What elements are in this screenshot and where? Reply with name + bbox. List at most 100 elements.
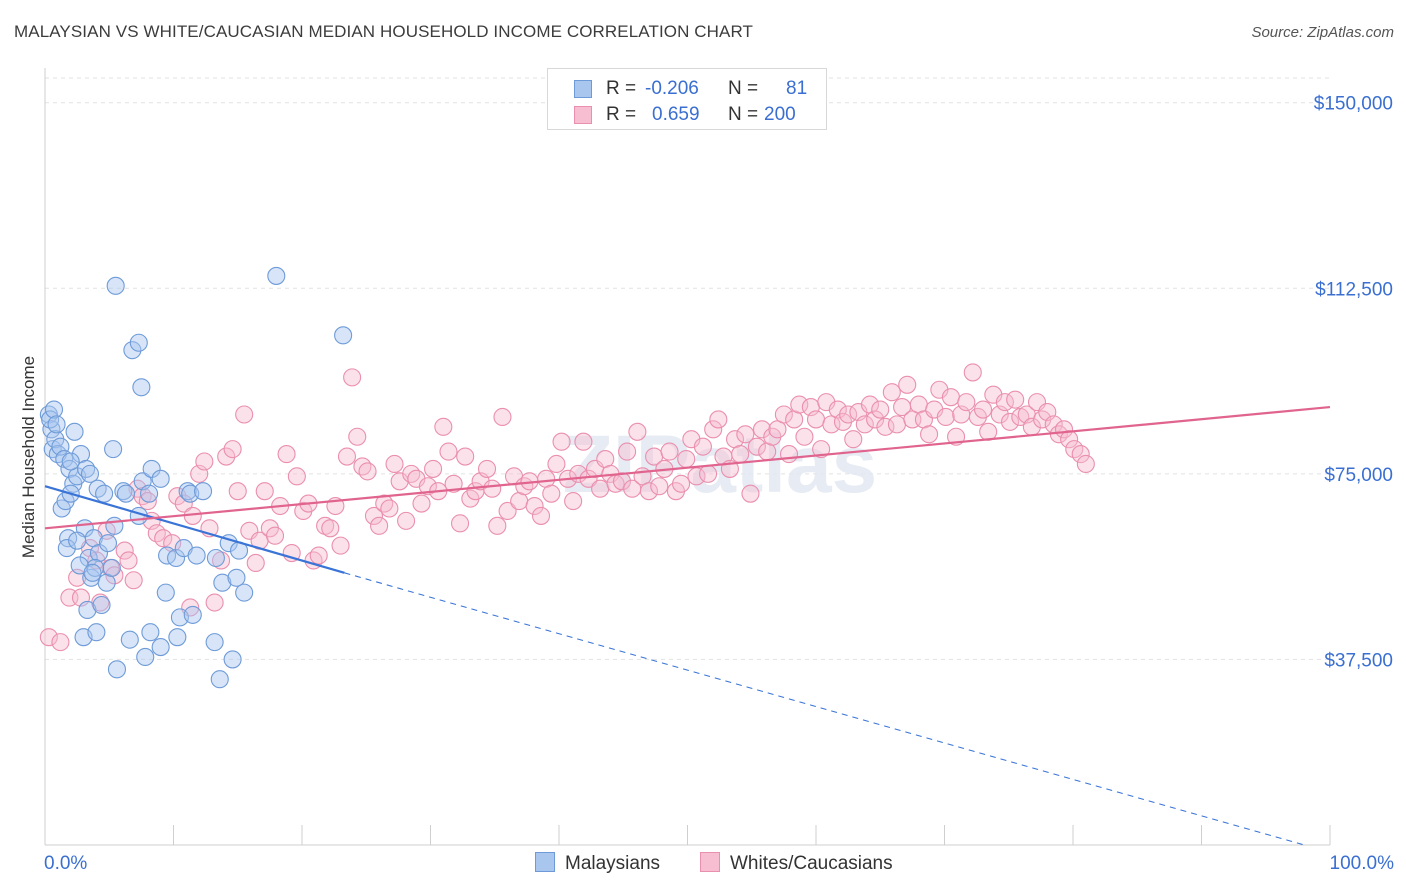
- chart-title: MALAYSIAN VS WHITE/CAUCASIAN MEDIAN HOUS…: [14, 22, 754, 41]
- malaysian-point: [223, 650, 242, 669]
- white-caucasian-point: [287, 467, 306, 486]
- white-caucasian-point: [547, 454, 566, 474]
- y-tick-label: $37,500: [1324, 650, 1393, 671]
- malaysian-point: [235, 583, 254, 602]
- y-tick-label: $75,000: [1324, 465, 1393, 486]
- legend-r-label: R =: [606, 78, 637, 99]
- white-caucasian-point: [375, 494, 394, 513]
- white-caucasian-point: [618, 442, 637, 461]
- malaysians-trend-extension: [344, 572, 1305, 846]
- malaysian-point: [120, 630, 139, 649]
- white-caucasian-point: [963, 363, 982, 382]
- malaysian-point: [334, 326, 353, 345]
- legend-swatch-pink: [574, 106, 592, 124]
- white-caucasian-point: [591, 479, 610, 498]
- white-caucasian-point: [119, 551, 138, 570]
- white-caucasian-point: [331, 536, 350, 555]
- correlation-legend: R = -0.206 N = 81 R = 0.659 N = 200: [547, 68, 827, 130]
- white-caucasian-point: [752, 420, 772, 439]
- malaysian-point: [168, 628, 187, 647]
- white-caucasian-point: [871, 400, 890, 419]
- white-caucasian-point: [493, 407, 512, 427]
- white-caucasian-point: [424, 459, 443, 478]
- malaysian-point: [183, 605, 202, 624]
- malaysian-point: [194, 482, 213, 501]
- white-caucasian-point: [321, 519, 340, 538]
- white-caucasian-point: [418, 477, 437, 496]
- white-caucasian-point: [650, 477, 669, 496]
- legend-n-value: 200: [764, 104, 796, 125]
- malaysian-point: [114, 482, 133, 501]
- white-caucasian-point: [483, 479, 502, 498]
- white-caucasian-point: [774, 405, 793, 424]
- malaysian-point: [57, 539, 76, 558]
- white-caucasian-point: [105, 566, 124, 585]
- malaysian-point: [116, 484, 136, 503]
- whites-caucasians-points: [39, 363, 1095, 652]
- malaysian-point: [187, 546, 206, 565]
- white-caucasian-point: [124, 571, 143, 590]
- white-caucasian-point: [709, 410, 728, 429]
- malaysian-point: [61, 452, 80, 471]
- legend-n-label: N =: [728, 104, 759, 125]
- legend-n-value: 81: [786, 78, 808, 99]
- white-caucasian-point: [370, 516, 389, 535]
- white-caucasian-point: [138, 492, 157, 511]
- malaysian-point: [83, 563, 102, 582]
- white-caucasian-point: [348, 427, 367, 446]
- white-caucasian-point: [444, 474, 463, 493]
- legend-r-value: 0.659: [652, 104, 700, 125]
- white-caucasian-point: [542, 484, 561, 503]
- white-caucasian-point: [343, 368, 362, 387]
- malaysian-point: [98, 534, 118, 553]
- white-caucasian-point: [265, 526, 285, 545]
- white-caucasian-point: [477, 459, 497, 478]
- white-caucasian-point: [1000, 412, 1020, 431]
- white-caucasian-point: [525, 496, 544, 516]
- white-caucasian-point: [255, 482, 274, 501]
- bottom-legend-malaysians: Malaysians: [535, 852, 660, 875]
- malaysian-point: [87, 623, 106, 642]
- white-caucasian-point: [246, 553, 265, 572]
- white-caucasian-point: [531, 506, 551, 525]
- malaysian-point: [44, 400, 64, 419]
- white-caucasian-point: [364, 506, 384, 525]
- white-caucasian-point: [115, 541, 134, 560]
- legend-row-malaysians: R = -0.206 N = 81: [548, 75, 828, 103]
- white-caucasian-point: [741, 484, 760, 503]
- malaysian-point: [167, 548, 186, 568]
- white-caucasian-point: [228, 482, 247, 501]
- x-tick-label-min: 0.0%: [44, 853, 87, 874]
- malaysian-point: [132, 378, 151, 397]
- white-caucasian-point: [628, 422, 647, 441]
- legend-r-value: -0.206: [645, 78, 699, 99]
- white-caucasian-point: [1076, 454, 1095, 474]
- white-caucasian-point: [397, 511, 416, 530]
- white-caucasian-point: [1006, 390, 1025, 409]
- malaysian-point: [140, 484, 159, 503]
- malaysian-point: [89, 543, 109, 563]
- white-caucasian-point: [380, 499, 399, 518]
- white-caucasian-point: [973, 400, 993, 419]
- legend-r-label: R =: [606, 104, 637, 125]
- malaysian-point: [123, 341, 142, 360]
- white-caucasian-point: [217, 447, 236, 466]
- white-caucasian-point: [277, 445, 296, 464]
- white-caucasian-point: [1071, 445, 1090, 464]
- trend-lines: [44, 405, 1331, 846]
- chart-source: Source: ZipAtlas.com: [1251, 24, 1394, 41]
- white-caucasian-point: [790, 395, 809, 414]
- white-caucasian-point: [812, 440, 831, 459]
- white-caucasian-point: [672, 474, 691, 493]
- white-caucasian-point: [235, 405, 254, 424]
- white-caucasian-point: [564, 492, 583, 511]
- axes: [44, 68, 1331, 846]
- malaysian-point: [95, 484, 114, 503]
- white-caucasian-point: [205, 593, 224, 612]
- white-caucasian-point: [731, 445, 750, 464]
- white-caucasian-point: [887, 415, 907, 434]
- white-caucasian-point: [639, 482, 659, 501]
- malaysian-point: [47, 415, 66, 434]
- white-caucasian-point: [39, 628, 58, 647]
- bottom-legend-whites: Whites/Caucasians: [700, 852, 893, 875]
